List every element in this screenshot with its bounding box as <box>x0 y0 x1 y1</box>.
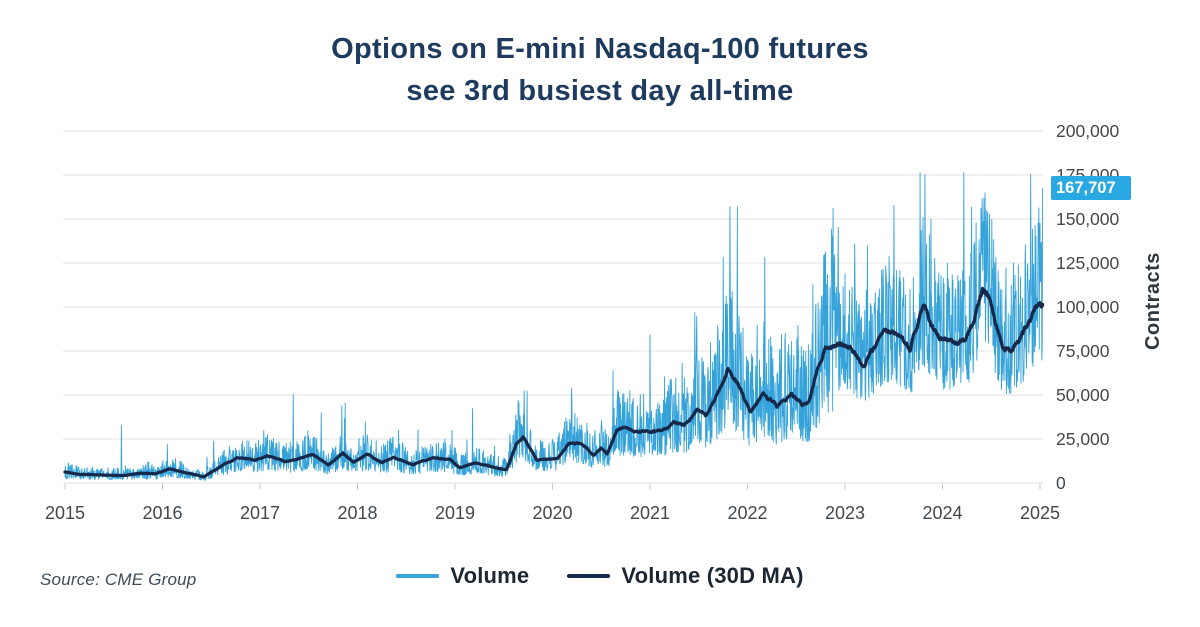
chart-title-line1: Options on E-mini Nasdaq-100 futures <box>331 33 869 65</box>
x-tick-label: 2015 <box>44 503 86 523</box>
x-tick-label: 2019 <box>434 503 476 523</box>
last-value-badge: 167,707 <box>1051 176 1131 200</box>
legend-item-volume: Volume <box>396 563 529 589</box>
x-tick-label: 2017 <box>239 503 281 523</box>
x-tick-label: 2023 <box>824 503 866 523</box>
x-tick-label: 2020 <box>532 503 573 523</box>
x-tick-label: 2025 <box>1019 503 1061 523</box>
y-tick-label: 200,000 <box>1056 121 1120 141</box>
legend: Volume Volume (30D MA) <box>0 563 1200 589</box>
x-tick-label: 2022 <box>727 503 768 523</box>
source-credit: Source: CME Group <box>40 570 197 589</box>
y-axis-title: Contracts <box>1142 252 1164 350</box>
ma-legend-swatch-icon <box>567 574 611 578</box>
legend-label-volume: Volume <box>450 563 530 588</box>
y-axis: 200,000 175,000 150,000 125,000 100,000 75,00… <box>1056 0 1166 500</box>
y-tick-label: 25,000 <box>1056 429 1110 449</box>
y-tick-label: 0 <box>1056 473 1066 493</box>
x-tick-label: 2016 <box>142 503 183 523</box>
volume-legend-swatch-icon <box>396 574 440 578</box>
y-tick-label: 125,000 <box>1056 253 1120 273</box>
chart-title-line2: see 3rd busiest day all-time <box>406 75 794 107</box>
y-tick-label: 100,000 <box>1056 297 1120 317</box>
legend-label-volume-30d-ma: Volume (30D MA) <box>621 563 804 588</box>
x-tick-label: 2021 <box>629 503 671 523</box>
x-tick-label: 2024 <box>922 503 963 523</box>
x-tick-label: 2018 <box>337 503 378 523</box>
chart-title: Options on E-mini Nasdaq-100 futures see… <box>0 28 1200 112</box>
y-tick-label: 75,000 <box>1056 341 1110 361</box>
ma-series-line <box>63 286 1045 479</box>
legend-item-volume-30d-ma: Volume (30D MA) <box>567 563 803 589</box>
y-tick-label: 50,000 <box>1056 385 1110 405</box>
y-tick-label: 150,000 <box>1056 209 1120 229</box>
x-axis: 2015 2016 2017 2018 2019 2020 2021 2022 2023 2024… <box>0 503 1200 529</box>
